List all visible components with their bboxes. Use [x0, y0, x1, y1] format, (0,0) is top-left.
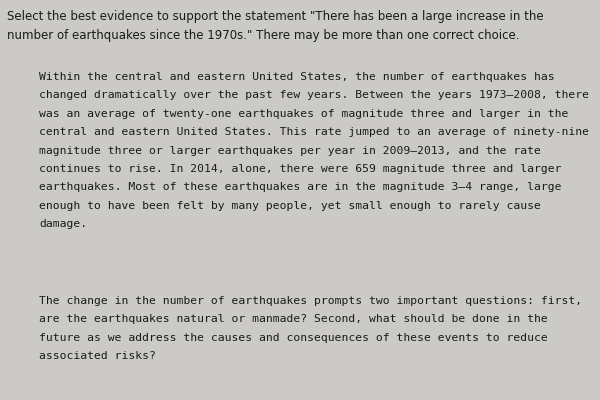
Text: Select the best evidence to support the statement "There has been a large increa: Select the best evidence to support the … — [7, 10, 544, 42]
Text: Within the central and eastern United States, the number of earthquakes has
chan: Within the central and eastern United St… — [39, 72, 589, 229]
Text: The change in the number of earthquakes prompts two important questions: first,
: The change in the number of earthquakes … — [39, 296, 582, 361]
